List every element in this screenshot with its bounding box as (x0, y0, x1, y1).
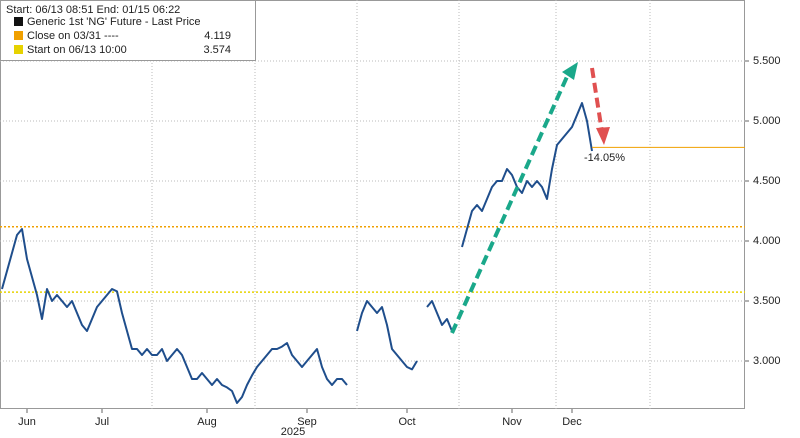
x-tick-label: Jul (95, 416, 109, 428)
y-tick-label: 5.000 (753, 115, 781, 127)
annotation: -14.05% (584, 152, 625, 164)
x-tick-label: Oct (398, 416, 415, 428)
marks (0, 60, 745, 404)
up-arrow-head (562, 62, 578, 80)
legend-label: Generic 1st 'NG' Future - Last Price (27, 16, 201, 28)
year-label: 2025 (281, 426, 305, 438)
vertical-grid (151, 0, 651, 409)
legend-label: Start on 06/13 10:00 (27, 44, 127, 56)
legend-label: Close on 03/31 ---- (27, 30, 119, 42)
y-tick-label: 5.500 (753, 55, 781, 67)
up-arrow (450, 69, 572, 334)
down-arrow (590, 67, 604, 133)
arrows (450, 62, 610, 334)
plot-frame (0, 0, 745, 409)
legend: Start: 06/13 08:51 End: 01/15 06:22 Gene… (0, 0, 256, 61)
legend-value: 3.574 (203, 44, 231, 56)
x-tick-label: Aug (197, 416, 217, 428)
down-arrow-head (596, 127, 610, 145)
legend-value: 4.119 (204, 30, 231, 42)
x-tick-label: Dec (562, 416, 582, 428)
x-tick-label: Sep (297, 416, 317, 428)
x-tick-label: Nov (502, 416, 522, 428)
legend-swatch (14, 45, 23, 54)
subtitle: Start: 06/13 08:51 End: 01/15 06:22 (6, 4, 180, 16)
y-tick-label: 4.500 (753, 175, 781, 187)
legend-swatch (14, 31, 23, 40)
legend-swatch (14, 17, 23, 26)
y-tick-label: 3.000 (753, 355, 781, 367)
y-tick-label: 4.000 (753, 235, 781, 247)
x-tick-label: Jun (18, 416, 36, 428)
y-tick-label: 3.500 (753, 295, 781, 307)
legend-box (0, 0, 256, 61)
price-line (1, 102, 593, 404)
